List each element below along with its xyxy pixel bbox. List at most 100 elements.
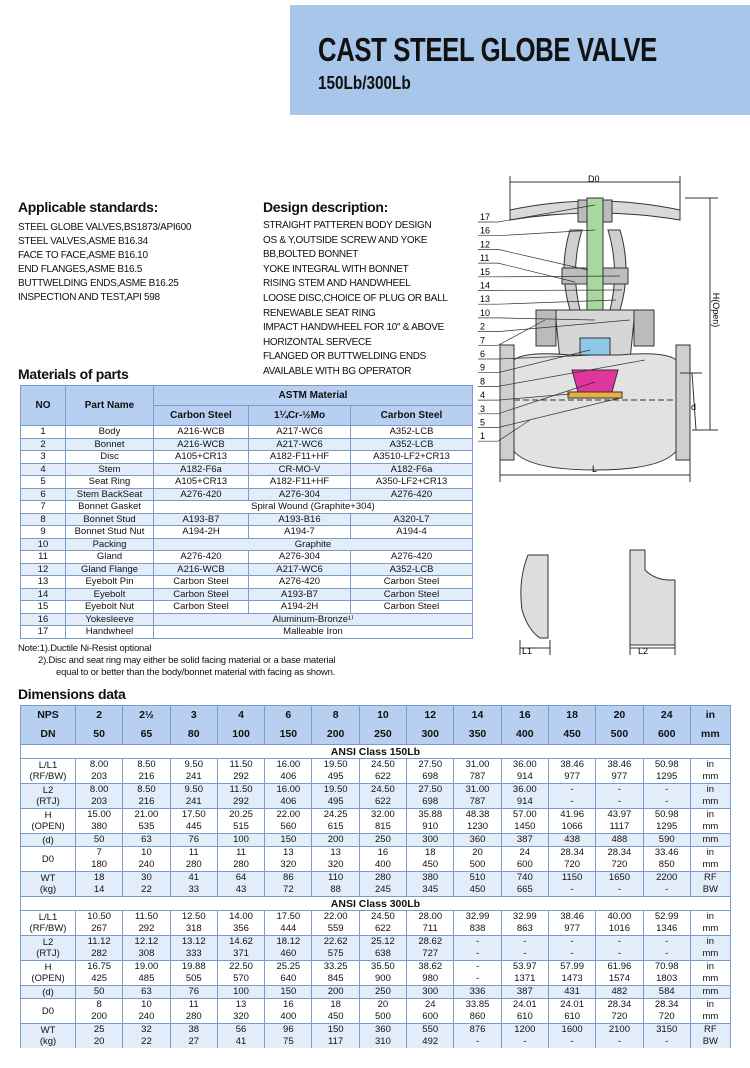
data-cell: 20 — [358, 998, 408, 1011]
materials-table: NO Part Name ASTM Material Carbon Steel 1¼C… — [20, 385, 474, 639]
data-cell: in — [689, 960, 731, 973]
section-row: ANSI Class 150Lb — [20, 744, 731, 759]
data-cell: 28.34 — [547, 846, 597, 859]
data-cell: 1600 — [547, 1023, 597, 1036]
data-cell: 11.12 — [74, 935, 124, 948]
leader-line — [497, 262, 576, 283]
data-cell: 584 — [642, 985, 691, 999]
data-cell: 720 — [547, 859, 597, 872]
material-cell: A193-B7 — [153, 512, 249, 526]
data-cell: 32.99 — [453, 910, 502, 923]
data-cell: - — [595, 884, 644, 897]
data-row: 14 22 33 43 72 88 245 345 450 665- - - BW — [21, 884, 731, 897]
material-row: 1 Body A216-WCB A217-WC6 A352-LCB — [20, 425, 474, 439]
data-cell: 280 — [216, 859, 266, 872]
row-label-line: (d) — [42, 986, 54, 998]
data-cell: 7 — [74, 846, 124, 859]
data-cell: 18 — [406, 846, 455, 859]
title: CAST STEEL GLOBE VALVE — [318, 31, 657, 68]
material-row: 11 Gland A276-420 A276-304 A276-420 — [20, 550, 474, 564]
material-cell: Aluminum-Bronze¹⁾ — [152, 612, 474, 626]
part-number: 14 — [480, 281, 490, 291]
data-cell: 615 — [311, 821, 360, 834]
row-label: WT (kg) — [20, 1023, 76, 1048]
data-cell: 36.00 — [500, 783, 549, 796]
data-cell: 63 — [122, 985, 171, 999]
data-cell: 100 — [216, 985, 266, 999]
data-cell: 11.50 — [216, 758, 266, 771]
design-item: IMPACT HANDWHEEL FOR 10" & ABOVE — [263, 322, 445, 334]
data-cell: 48.38 — [453, 808, 502, 821]
header-cell: ASTM Material — [152, 385, 474, 406]
data-cell: 22 — [122, 884, 171, 897]
data-cell: BW — [689, 1036, 731, 1048]
data-cell: 22.62 — [311, 935, 360, 948]
header-cell: 18 — [547, 705, 597, 725]
part-number: 9 — [480, 363, 485, 373]
material-cell: 7 — [20, 500, 66, 514]
row-label-line: WT — [40, 1025, 56, 1036]
leader-line — [497, 317, 596, 321]
data-cell: 1066 — [547, 821, 597, 834]
data-cell: 27.50 — [406, 783, 455, 796]
data-cell: BW — [689, 884, 731, 897]
data-cell: 488 — [595, 833, 644, 847]
row-label: H (OPEN) — [20, 808, 76, 834]
material-row: 4 Stem A182-F6a CR-MO-V A182-F6a — [20, 462, 474, 476]
data-cell: 1473 — [547, 973, 597, 986]
header-cell: 150 — [264, 725, 313, 745]
data-cell: 24.50 — [358, 910, 408, 923]
row-label-line: (OPEN) — [31, 973, 65, 984]
dim-label: L — [592, 464, 597, 474]
data-cell: 2100 — [595, 1023, 644, 1036]
data-cell: 600 — [406, 1011, 455, 1024]
data-cell: 406 — [264, 796, 313, 809]
data-cell: 1200 — [500, 1023, 549, 1036]
data-cell: 400 — [358, 859, 408, 872]
material-cell: A276-420 — [349, 550, 474, 564]
data-cell: - — [642, 783, 691, 796]
header-cell: DN — [20, 725, 76, 745]
data-cell: 50.98 — [642, 758, 691, 771]
material-cell: A320-L7 — [349, 512, 474, 526]
part-number: 1 — [480, 431, 485, 441]
leader-line — [497, 359, 646, 387]
data-cell: 41 — [169, 871, 218, 884]
data-cell: in — [689, 910, 731, 923]
data-cell: 575 — [311, 948, 360, 961]
data-cell: 977 — [595, 771, 644, 784]
header-cell: 8 — [311, 705, 360, 725]
part-number: 5 — [480, 418, 485, 428]
header-cell: 6 — [264, 705, 313, 725]
data-cell: - — [500, 935, 549, 948]
data-cell: 17.50 — [169, 808, 218, 821]
data-cell: 38.62 — [406, 960, 455, 973]
header-cell: 14 — [453, 705, 502, 725]
data-cell: 53.97 — [500, 960, 549, 973]
data-cell: 18 — [311, 998, 360, 1011]
material-row: 6 Stem BackSeat A276-420 A276-304 A276-420 — [20, 487, 474, 501]
material-cell: 15 — [20, 600, 66, 614]
data-cell: - — [642, 796, 691, 809]
data-cell: 216 — [122, 771, 171, 784]
data-cell: 33 — [169, 884, 218, 897]
row-label-line: (RTJ) — [36, 796, 60, 807]
header-cell: Carbon Steel — [153, 405, 249, 426]
data-cell: 640 — [264, 973, 313, 986]
data-cell: 200 — [311, 833, 360, 847]
design-item: LOOSE DISC,CHOICE OF PLUG OR BALL — [263, 292, 448, 304]
material-cell: Spiral Wound (Graphite+304) — [152, 500, 474, 514]
data-cell: - — [595, 1036, 644, 1048]
data-cell: 444 — [264, 923, 313, 936]
data-cell: 12.12 — [122, 935, 171, 948]
data-cell: 61.96 — [595, 960, 644, 973]
header-cell: 50 — [74, 725, 124, 745]
leader-line — [497, 229, 596, 237]
material-row: 5 Seat Ring A105+CR13 A182-F11+HF A350-LF2+C… — [20, 475, 474, 489]
data-cell: 15.00 — [74, 808, 124, 821]
material-cell: A217-WC6 — [248, 562, 351, 576]
material-cell: Malleable Iron — [152, 625, 474, 639]
data-cell: 24 — [500, 846, 549, 859]
data-cell: 360 — [358, 1023, 408, 1036]
